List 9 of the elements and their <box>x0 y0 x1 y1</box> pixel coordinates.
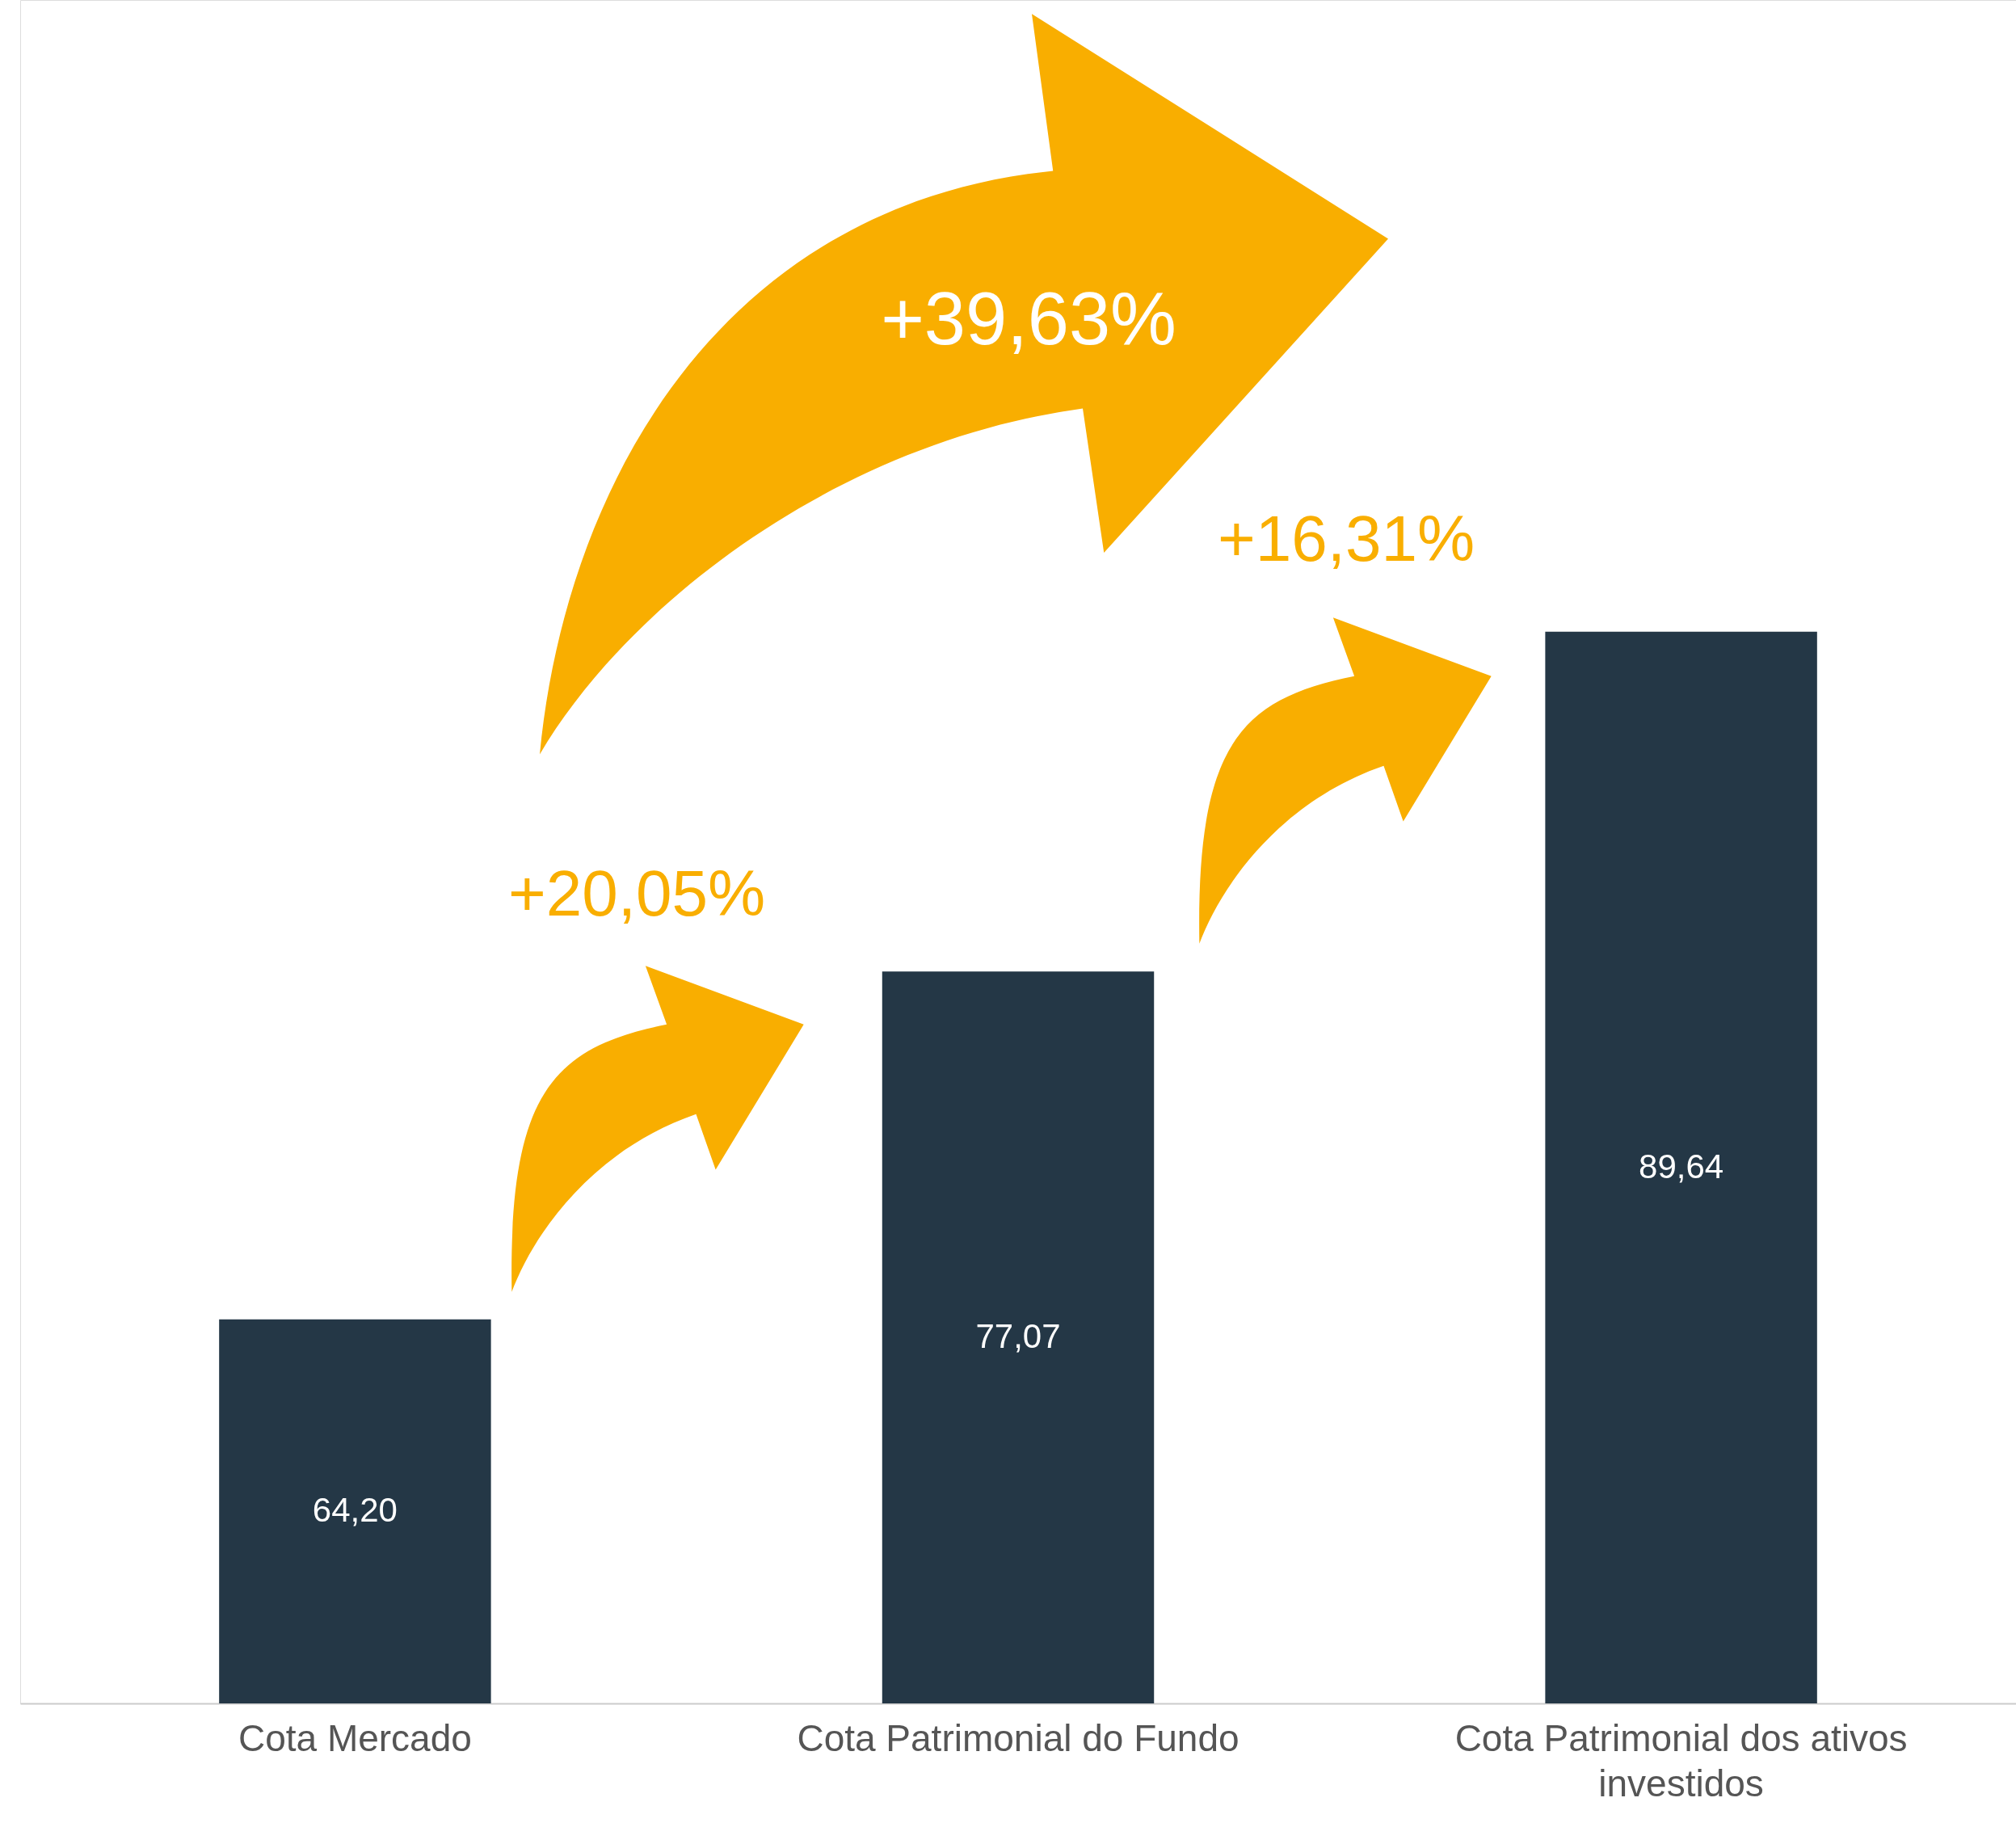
x-tick-label: Cota Mercado <box>238 1716 472 1759</box>
data-label: 77,07 <box>975 1317 1061 1356</box>
data-label: 64,20 <box>312 1491 398 1530</box>
annotation: +16,31% <box>1217 503 1475 575</box>
data-label: 89,64 <box>1639 1147 1724 1185</box>
x-tick-label: Cota Patrimonial do Fundo <box>797 1716 1239 1759</box>
annotation: +20,05% <box>507 857 766 929</box>
annotation: +39,63% <box>881 277 1176 360</box>
x-tick-label: Cota Patrimonial dos ativos investidos <box>1454 1716 1908 1804</box>
